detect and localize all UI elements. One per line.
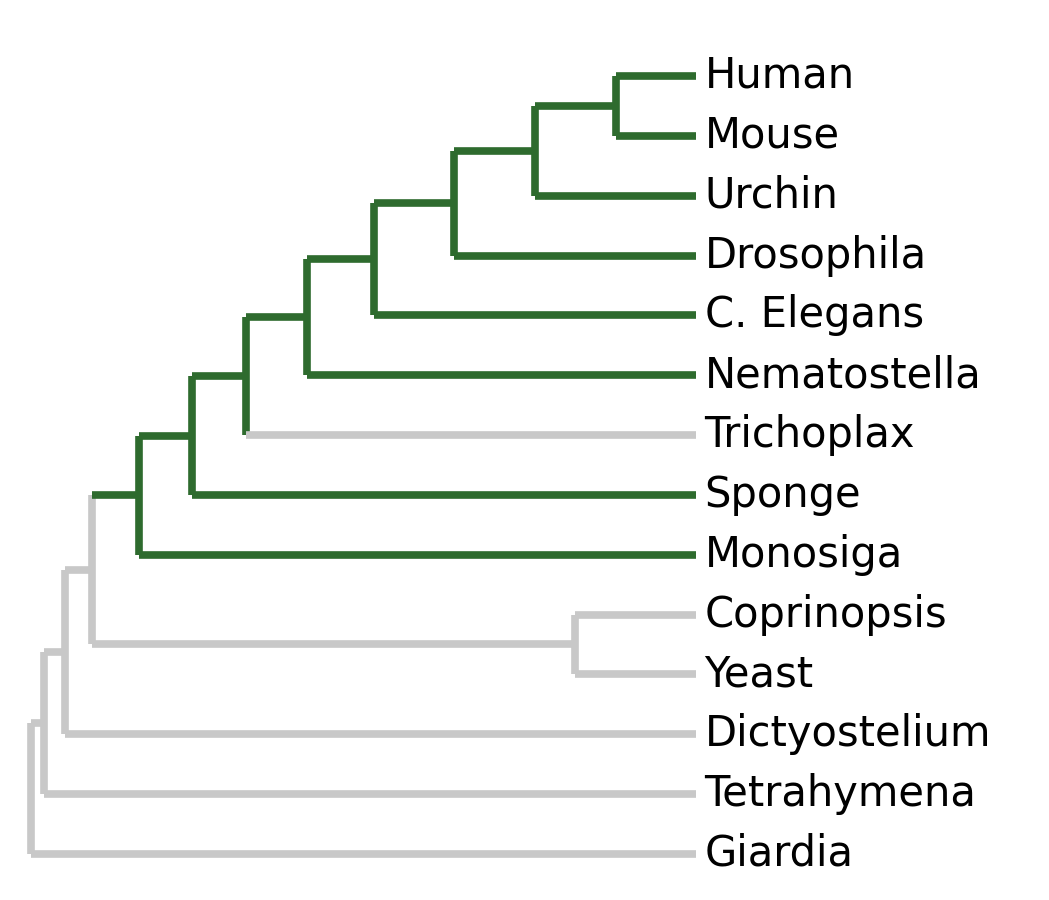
Text: Sponge: Sponge	[705, 474, 861, 516]
Text: Giardia: Giardia	[705, 832, 854, 875]
Text: Urchin: Urchin	[705, 175, 838, 217]
Text: C. Elegans: C. Elegans	[705, 294, 924, 337]
Text: Coprinopsis: Coprinopsis	[705, 594, 947, 635]
Text: Monosiga: Monosiga	[705, 534, 903, 576]
Text: Mouse: Mouse	[705, 115, 839, 157]
Text: Drosophila: Drosophila	[705, 235, 926, 276]
Text: Nematostella: Nematostella	[705, 355, 981, 396]
Text: Trichoplax: Trichoplax	[705, 414, 915, 456]
Text: Tetrahymena: Tetrahymena	[705, 773, 977, 815]
Text: Yeast: Yeast	[705, 653, 814, 696]
Text: Human: Human	[705, 55, 855, 97]
Text: Dictyostelium: Dictyostelium	[705, 714, 991, 755]
